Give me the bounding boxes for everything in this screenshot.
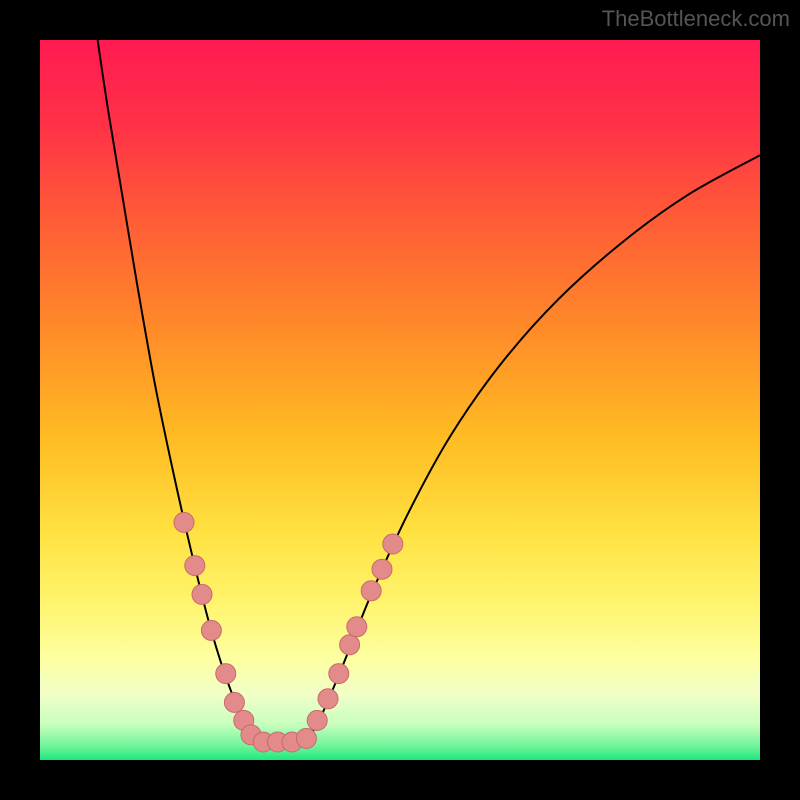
chart-background	[40, 40, 760, 760]
marker-dot	[185, 556, 205, 576]
marker-dot	[296, 728, 316, 748]
marker-dot	[347, 617, 367, 637]
marker-dot	[329, 664, 349, 684]
marker-dot	[201, 620, 221, 640]
marker-dot	[224, 692, 244, 712]
marker-dot	[361, 581, 381, 601]
marker-dot	[174, 512, 194, 532]
marker-dot	[372, 559, 392, 579]
watermark-text: TheBottleneck.com	[602, 6, 790, 32]
marker-dot	[216, 664, 236, 684]
marker-dot	[192, 584, 212, 604]
bottleneck-curve-chart	[40, 40, 760, 760]
marker-dot	[307, 710, 327, 730]
marker-dot	[340, 635, 360, 655]
marker-dot	[318, 689, 338, 709]
chart-plot-area	[40, 40, 760, 760]
marker-dot	[383, 534, 403, 554]
